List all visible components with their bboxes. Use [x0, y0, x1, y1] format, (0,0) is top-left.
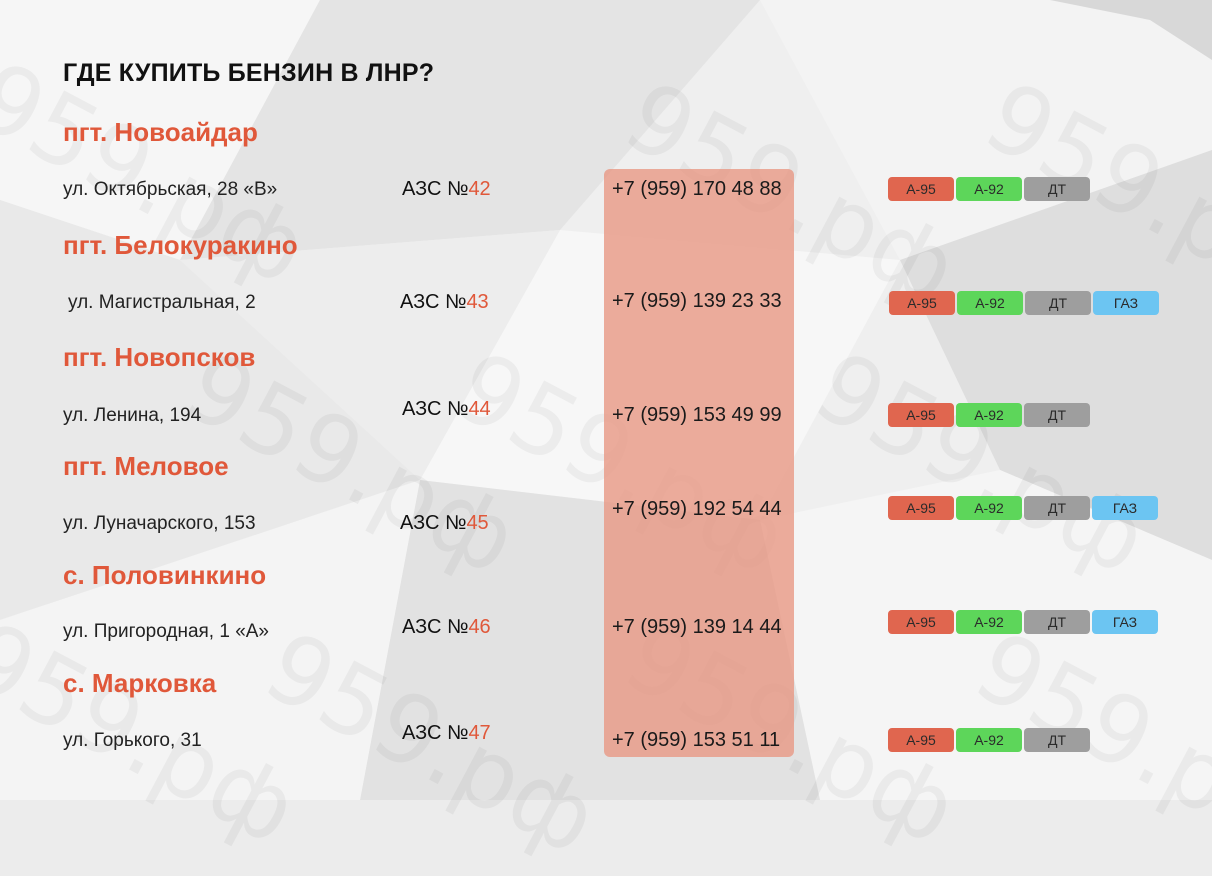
station-address: ул. Луначарского, 153 [63, 513, 256, 534]
azs-prefix: АЗС № [402, 398, 469, 420]
fuel-badge-a92: А-92 [956, 403, 1022, 427]
page-title: ГДЕ КУПИТЬ БЕНЗИН В ЛНР? [63, 59, 435, 87]
fuel-badge-dt: ДТ [1025, 291, 1091, 315]
fuel-badge-dt: ДТ [1024, 728, 1090, 752]
fuel-badge-gas: ГАЗ [1093, 291, 1159, 315]
phone-column-highlight [604, 169, 794, 757]
azs-number: 43 [466, 291, 489, 313]
station-number: АЗС №45 [400, 512, 489, 535]
azs-prefix: АЗС № [402, 722, 469, 744]
station-address: ул. Ленина, 194 [63, 405, 202, 426]
station-number: АЗС №47 [402, 722, 491, 745]
phone-number[interactable]: +7 (959) 139 14 44 [612, 616, 782, 638]
azs-number: 46 [468, 616, 491, 638]
azs-number: 44 [468, 398, 491, 420]
town-name: пгт. Новопсков [63, 342, 256, 372]
fuel-badge-a95: А-95 [889, 291, 955, 315]
fuel-badge-dt: ДТ [1024, 177, 1090, 201]
fuel-badge-a95: А-95 [888, 403, 954, 427]
azs-prefix: АЗС № [400, 512, 467, 534]
station-address: ул. Октябрьская, 28 «В» [63, 179, 278, 200]
phone-number[interactable]: +7 (959) 153 49 99 [612, 404, 782, 426]
town-name: пгт. Белокуракино [63, 230, 298, 260]
station-number: АЗС №44 [402, 398, 491, 421]
phone-number[interactable]: +7 (959) 153 51 11 [612, 729, 781, 751]
fuel-badge-a95: А-95 [888, 496, 954, 520]
fuel-types: А-95 А-92 ДТ ГАЗ [888, 496, 1158, 520]
azs-prefix: АЗС № [402, 616, 469, 638]
fuel-badge-dt: ДТ [1024, 610, 1090, 634]
fuel-badge-dt: ДТ [1024, 496, 1090, 520]
station-address: ул. Магистральная, 2 [68, 292, 256, 313]
town-name: пгт. Новоайдар [63, 117, 258, 147]
azs-number: 42 [468, 178, 491, 200]
fuel-types: А-95 А-92 ДТ [888, 403, 1090, 427]
station-number: АЗС №42 [402, 178, 491, 201]
fuel-badge-a95: А-95 [888, 177, 954, 201]
phone-number[interactable]: +7 (959) 139 23 33 [612, 290, 782, 312]
azs-number: 45 [466, 512, 489, 534]
fuel-badge-a92: А-92 [957, 291, 1023, 315]
station-address: ул. Горького, 31 [63, 730, 202, 751]
azs-number: 47 [468, 722, 491, 744]
azs-prefix: АЗС № [402, 178, 469, 200]
phone-number[interactable]: +7 (959) 170 48 88 [612, 178, 782, 200]
fuel-types: А-95 А-92 ДТ ГАЗ [888, 610, 1158, 634]
town-name: с. Марковка [63, 668, 217, 698]
fuel-types: А-95 А-92 ДТ [888, 728, 1090, 752]
fuel-badge-gas: ГАЗ [1092, 496, 1158, 520]
town-name: пгт. Меловое [63, 451, 229, 481]
station-number: АЗС №43 [400, 291, 489, 314]
fuel-badge-a92: А-92 [956, 728, 1022, 752]
fuel-badge-dt: ДТ [1024, 403, 1090, 427]
fuel-badge-a95: А-95 [888, 728, 954, 752]
fuel-badge-gas: ГАЗ [1092, 610, 1158, 634]
fuel-badge-a95: А-95 [888, 610, 954, 634]
fuel-badge-a92: А-92 [956, 177, 1022, 201]
station-number: АЗС №46 [402, 616, 491, 639]
fuel-badge-a92: А-92 [956, 610, 1022, 634]
azs-prefix: АЗС № [400, 291, 467, 313]
fuel-types: А-95 А-92 ДТ [888, 177, 1090, 201]
town-name: с. Половинкино [63, 560, 267, 590]
fuel-types: А-95 А-92 ДТ ГАЗ [889, 291, 1159, 315]
phone-number[interactable]: +7 (959) 192 54 44 [612, 498, 782, 520]
fuel-badge-a92: А-92 [956, 496, 1022, 520]
station-address: ул. Пригородная, 1 «А» [63, 621, 270, 642]
